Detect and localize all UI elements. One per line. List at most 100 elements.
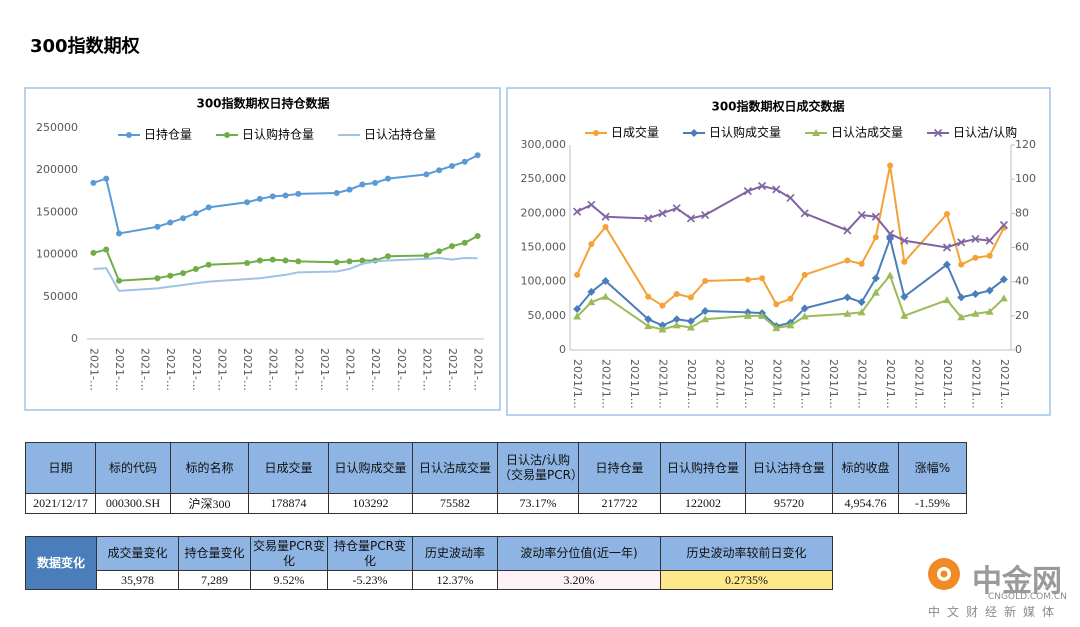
header-cell: 日认购持仓量 [660,442,746,494]
legend-label: 日认沽/认购 [953,125,1017,140]
legend-marker [224,132,231,138]
series-marker [244,199,251,206]
series-marker [180,270,187,277]
series-marker [205,204,212,211]
header-cell: 持仓量变化 [178,536,251,571]
series-marker [971,309,980,317]
data-row: 35,978 7,289 9.52% -5.23% 12.37% 3.20% 0.2735% [26,570,833,590]
x-tick-label: 2021-… [190,348,203,391]
header-cell: 日期 [25,442,96,494]
series-marker [957,238,966,247]
chart-title: 300指数期权日持仓数据 [196,96,329,111]
series-marker [957,313,966,321]
watermark-logo [928,558,960,590]
x-tick-label: 2021/1… [998,359,1011,409]
data-cell: 122002 [660,493,746,514]
series-marker [702,277,709,284]
series-marker [658,209,667,218]
header-cell: 涨幅% [898,442,967,494]
series-marker [359,181,366,188]
header-cell: 标的收盘 [832,442,899,494]
data-row: 2021/12/17 000300.SH 沪深300 178874 103292 7558… [25,493,967,514]
data-cell: 2021/12/17 [25,493,96,514]
series-marker [384,253,391,260]
y-tick-label: 50,000 [528,309,567,322]
y-tick-label: 0 [559,343,566,356]
header-cell: 日持仓量 [578,442,661,494]
summary-table: 日期 标的代码 标的名称 日成交量 日认购成交量 日认沽成交量 日认沽/认购（交易量PCR）… [25,442,967,514]
series-marker [743,187,752,196]
series-marker [773,301,780,308]
series-marker [886,271,895,279]
x-tick-label: 2021-… [395,348,408,391]
header-cell: 日认沽成交量 [412,442,498,494]
x-tick-label: 2021/1… [913,359,926,409]
series-marker [701,210,710,220]
series-marker [269,256,276,263]
x-tick-label: 2021/1… [770,359,783,409]
series-marker [999,275,1008,284]
series-marker [658,321,667,330]
series-marker [759,275,766,282]
series-marker [587,298,596,306]
series-marker [872,234,879,241]
series-marker [858,260,865,267]
legend-label: 日认购持仓量 [242,127,314,142]
series-marker [474,233,481,240]
series-marker [474,152,481,159]
x-tick-label: 2021/1… [742,359,755,409]
series-marker [701,315,710,323]
series-marker [673,290,680,297]
header-cell: 日认沽/认购（交易量PCR） [497,442,583,494]
legend-marker [690,129,699,137]
x-tick-label: 2021/1… [856,359,869,409]
watermark-name: 中金网 [972,564,1062,599]
series-marker [167,219,174,226]
x-tick-label: 2021/1… [600,359,613,409]
series-line [93,256,478,292]
series-marker [602,224,609,230]
series-marker [857,298,866,307]
data-cell: 7,289 [178,570,251,590]
series-marker [645,293,652,300]
series-marker [658,325,667,333]
series-marker [333,189,340,196]
legend-label: 日认购成交量 [709,125,781,140]
x-tick-label: 2021-… [267,348,280,391]
x-tick-label: 2021/1… [628,359,641,409]
x-tick-label: 2021/1… [799,359,812,409]
series-marker [116,230,123,237]
y-tick-label: 200,000 [521,206,567,219]
series-marker [943,211,950,218]
series-marker [900,311,909,319]
y2-tick-label: 80 [1015,206,1029,219]
series-line [576,165,1005,307]
series-marker [985,236,994,245]
series-marker [786,321,795,329]
series-marker [857,210,866,220]
series-marker [672,321,681,329]
series-marker [461,239,468,246]
header-cell: 日认购成交量 [328,442,413,494]
x-tick-label: 2021-… [215,348,228,391]
data-cell: 000300.SH [95,493,171,514]
series-marker [871,212,880,221]
series-marker [448,243,455,250]
x-tick-label: 2021/1… [571,359,584,409]
header-cell: 日成交量 [248,442,329,494]
y-tick-label: 250000 [36,121,78,134]
data-cell: 4,954.76 [832,493,899,514]
header-cell: 历史波动率 [412,536,498,571]
series-marker [346,258,353,265]
series-marker [843,309,852,317]
series-marker [901,258,908,265]
watermark-domain: CNGOLD.COM.CN [988,592,1067,602]
series-marker [772,324,781,332]
series-marker [448,162,455,169]
header-cell: 持仓量PCR变化 [327,536,413,571]
series-marker [857,308,866,316]
x-tick-label: 2021-… [241,348,254,391]
series-marker [423,171,430,178]
header-cell: 标的代码 [95,442,171,494]
